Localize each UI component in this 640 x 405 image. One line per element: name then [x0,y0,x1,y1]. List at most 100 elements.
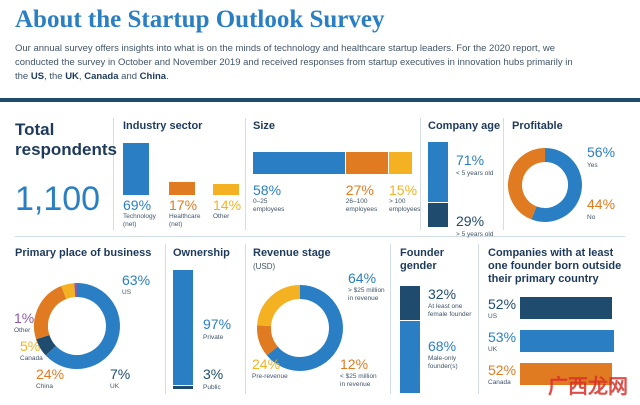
profitable-donut [508,148,582,222]
value-label: 68% [428,338,457,354]
divider [503,118,504,230]
value-label: 1% [14,310,35,326]
company-age-section: Company age [428,120,500,133]
divider [15,236,625,237]
total-value: 1,100 [15,180,101,218]
header-rule [0,98,640,102]
donut-slice [531,148,582,222]
category-label: Yes [587,162,598,169]
bar-technology-net- [123,143,149,195]
category-label: Pre-revenue [252,373,288,380]
value-label: 64% [348,270,377,286]
category-label: China [36,383,53,390]
category-label: 0–25 employees [253,198,285,213]
category-label: Healthcare (net) [169,213,201,228]
industry-sector-chart: 69% Technology (net) 17% Healthcare (net) 14% O… [123,140,243,230]
category-label: Private [203,334,224,341]
founder-gender-section: Founder gender [400,247,472,273]
gender-segment [400,286,420,320]
value-label: 29% [456,213,485,230]
category-label: Other [14,327,31,334]
founder-born-bar [520,330,614,352]
category-label: Canada [20,355,43,362]
founder-born-outside-chart: 52% US 53% UK 52% Canada [488,296,628,398]
revenue-stage-section: Revenue stage (USD) [253,247,331,271]
value-label: 7% [110,366,131,382]
founder-gender-chart: 32% At least one female founder 68% Male-onl… [400,286,476,398]
category-label: > 100 employees [389,198,421,213]
category-label: US [488,313,498,320]
revenue-stage-title: Revenue stage [253,247,331,259]
company-age-title: Company age [428,120,501,132]
category-label: US [122,289,132,296]
category-label: Canada [488,379,511,386]
category-label: At least one female founder [428,303,472,318]
value-label: 58% [253,182,282,198]
age-segment [428,203,448,227]
watermark: 广西龙网 [548,376,628,398]
category-label: Other [213,213,230,220]
size-title: Size [253,120,276,132]
bar-other [213,184,239,195]
intro-china: China [139,71,167,82]
founder-born-outside-title: Companies with at least one founder born… [488,247,622,285]
value-label: 71% [456,152,485,168]
category-label: 26–100 employees [345,198,378,213]
value-label: 27% [345,182,374,198]
profitable-section: Profitable [512,120,563,133]
total-respondents: Total respondents 1,100 [15,120,117,219]
category-label: UK [488,346,498,353]
ownership-segment [173,270,193,386]
industry-sector-section: Industry sector [123,120,202,133]
ownership-chart: 97% Private 3% Public [173,270,243,395]
gender-segment [400,320,420,393]
primary-place-title: Primary place of business [15,247,152,259]
value-label: 56% [587,144,616,160]
donut-slice [45,283,120,369]
intro-canada: Canada [84,71,119,82]
size-segment [253,152,345,174]
founder-born-outside-section: Companies with at least one founder born… [488,247,628,286]
donut-slice [257,285,301,327]
value-label: 3% [203,366,224,382]
divider [245,118,246,230]
divider [420,118,421,230]
donut-slice [34,286,67,340]
size-segment [345,152,388,174]
profitable-title: Profitable [512,120,563,132]
value-label: 14% [213,197,242,213]
donut-slice [36,334,57,356]
category-label: Male-only founder(s) [428,355,458,370]
revenue-stage-subtitle: (USD) [253,262,276,271]
total-label: Total respondents [15,120,118,159]
category-label: < $25 million in revenue [340,373,377,388]
value-label: 24% [36,366,65,382]
revenue-stage-donut [257,285,343,371]
profitable-chart: 56% Yes 44% No [505,138,630,230]
ownership-segment [173,386,193,389]
category-label: Technology (net) [123,213,156,228]
value-label: 53% [488,329,517,345]
divider [245,244,246,394]
category-label: Public [203,384,221,391]
donut-slice [266,285,343,371]
value-label: 24% [252,356,281,372]
size-segment [389,152,412,174]
divider [390,244,391,394]
bar-healthcare-net- [169,182,195,195]
primary-place-chart: 63% US 7% UK 24% China 5% Canada 1% Other [12,268,162,398]
category-label: < 5 years old [456,170,494,177]
ownership-title: Ownership [173,247,230,259]
value-label: 12% [340,356,369,372]
founder-gender-title: Founder gender [400,247,444,272]
donut-slice [508,148,546,220]
industry-sector-title: Industry sector [123,120,203,132]
age-segment [428,142,448,203]
ownership-section: Ownership [173,247,230,260]
value-label: 97% [203,316,232,332]
value-label: 5% [20,338,41,354]
donut-slice [61,283,76,300]
category-label: > 5 years old [456,231,494,239]
category-label: No [587,214,596,221]
value-label: 63% [122,272,151,288]
